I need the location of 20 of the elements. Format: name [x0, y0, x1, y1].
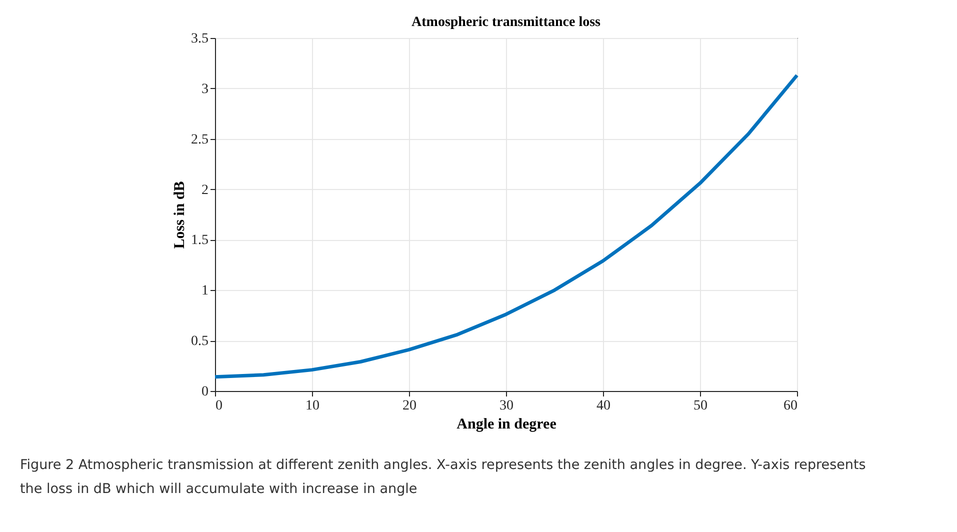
x-tick-label: 30 [500, 398, 514, 414]
x-tick-label: 10 [306, 398, 320, 414]
x-tick-label: 0 [216, 398, 222, 414]
x-tick-label: 20 [402, 398, 416, 414]
y-axis-title: Loss in dB [172, 181, 188, 249]
y-tick-label: 0.5 [191, 334, 208, 350]
caption: Figure 2 Atmospheric transmission at different zenith angles. X-axis represents the zenith angles in degree. Y-axis represents the loss in dB which will accumulate with increase in angle [20, 457, 866, 497]
line-series [213, 74, 799, 379]
y-tick-label: 1 [202, 284, 208, 299]
y-tick-label: 0 [202, 384, 208, 400]
x-tick-label: 60 [784, 398, 798, 414]
x-tick-label: 40 [596, 398, 610, 414]
y-tick-label: 2.5 [191, 132, 208, 148]
y-tick-label: 1.5 [191, 233, 208, 248]
x-tick-label: 50 [694, 398, 708, 414]
y-tick-label: 3 [202, 82, 208, 97]
x-axis-title: Angle in degree [456, 416, 557, 432]
chart-title: Atmospheric transmittance loss [412, 15, 602, 30]
y-tick-label: 3.5 [191, 32, 208, 46]
y-tick-label: 2 [202, 182, 208, 198]
